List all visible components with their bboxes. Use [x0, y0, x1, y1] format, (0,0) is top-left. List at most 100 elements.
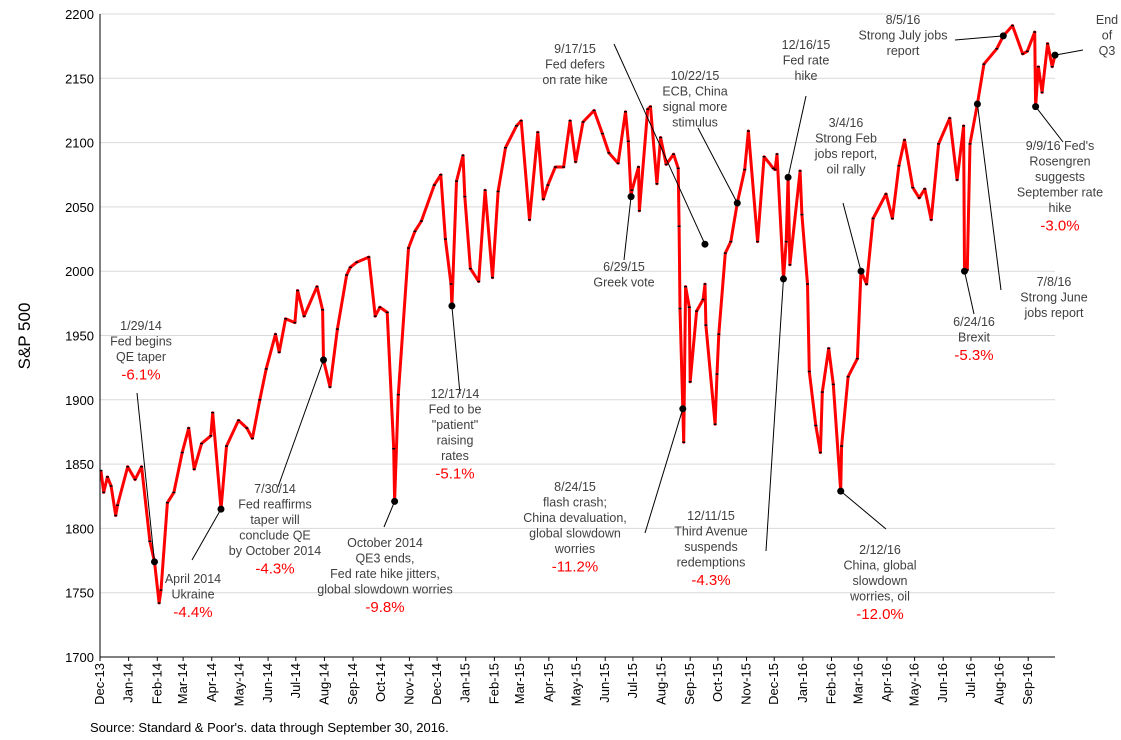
x-tick-label: Oct-15 — [710, 663, 725, 702]
annotation-text: 8/24/15 — [554, 480, 596, 494]
annotation-pct: -4.4% — [173, 604, 212, 621]
annotation-text: slowdown — [853, 574, 908, 588]
annotation-marker — [784, 173, 792, 181]
annotation: 8/24/15 flash crash;China devaluation, glo… — [523, 480, 627, 576]
annotation-text: global slowdown — [529, 527, 621, 541]
x-tick-label: Dec-13 — [92, 663, 107, 705]
x-tick-label: Feb-16 — [823, 663, 838, 704]
x-tick-label: Mar-14 — [175, 663, 190, 704]
annotation-text: 12/16/15 — [782, 38, 831, 52]
annotation-leader — [1035, 106, 1064, 143]
annotation-pct: -4.3% — [691, 572, 730, 589]
annotation-text: raising — [437, 434, 474, 448]
annotation-marker — [960, 267, 968, 275]
annotation-text: oil rally — [827, 163, 867, 177]
annotation-pct: -12.0% — [856, 606, 904, 623]
annotation-text: 9/17/15 — [554, 42, 596, 56]
x-tick-label: Dec-15 — [766, 663, 781, 705]
annotation-text: April 2014 — [165, 572, 221, 586]
annotation-text: Ukraine — [171, 588, 214, 602]
annotation-marker — [150, 558, 158, 566]
annotation-leader — [697, 127, 738, 204]
annotation-leader — [136, 392, 155, 562]
y-tick-label: 1900 — [65, 393, 94, 408]
x-tick-label: Jul-15 — [625, 663, 640, 698]
annotation: October 2014 QE3 ends,Fed rate hike jitte… — [317, 536, 452, 616]
annotation-leader — [976, 103, 1002, 291]
x-tick-label: Jun-16 — [935, 663, 950, 703]
annotation-marker — [320, 356, 328, 364]
x-tick-label: Apr-14 — [204, 663, 219, 702]
annotation-pct: -3.0% — [1040, 218, 1079, 235]
x-tick-label: Sep-16 — [1020, 663, 1035, 705]
x-tick-label: Apr-16 — [879, 663, 894, 702]
annotation-pct: -9.8% — [365, 599, 404, 616]
annotation-text: of — [1102, 29, 1113, 43]
annotation-text: Fed rate hike jitters, — [330, 567, 440, 581]
annotation-marker — [391, 497, 399, 505]
x-tick-label: Oct-14 — [373, 663, 388, 702]
annotation-text: Rosengren — [1029, 155, 1090, 169]
x-tick-label: Dec-14 — [429, 663, 444, 705]
annotation-marker — [217, 505, 225, 513]
y-tick-label: 2150 — [65, 71, 94, 86]
annotation-text: flash crash; — [543, 496, 607, 510]
y-tick-label: 1850 — [65, 457, 94, 472]
x-tick-label: Sep-14 — [345, 663, 360, 705]
annotation-leader — [787, 95, 807, 178]
x-tick-label: Aug-15 — [654, 663, 669, 705]
x-tick-label: May-15 — [569, 663, 584, 706]
annotation-text: 3/4/16 — [829, 116, 864, 130]
annotation-leader — [765, 278, 784, 552]
y-tick-label: 1750 — [65, 586, 94, 601]
annotation-marker — [448, 302, 456, 310]
x-tick-label: Aug-16 — [992, 663, 1007, 705]
y-tick-labels: 1700 1750 1800 1850 1900 1950 2000 2050 2100 2150… — [65, 7, 94, 665]
source-note: Source: Standard & Poor's. data through … — [90, 720, 449, 735]
annotation: April 2014 Ukraine -4.4% — [165, 572, 221, 621]
annotation-text: ECB, China — [662, 85, 727, 99]
x-tick-label: May-14 — [231, 663, 246, 706]
x-tick-label: Apr-15 — [541, 663, 556, 702]
annotation-text: Greek vote — [593, 276, 654, 290]
annotation-pct: -4.3% — [255, 561, 294, 578]
annotation: 6/29/15 Greek vote — [593, 260, 654, 290]
annotation-text: Fed defers — [545, 58, 605, 72]
annotation-leader — [840, 490, 887, 530]
annotation-marker — [999, 32, 1007, 40]
annotation-leader — [383, 501, 396, 528]
y-tick-label: 2050 — [65, 200, 94, 215]
annotation: 6/24/16 Brexit -5.3% — [953, 315, 995, 364]
annotation-text: Strong Feb — [815, 132, 877, 146]
annotation-marker — [733, 199, 741, 207]
annotation-marker — [627, 193, 635, 201]
annotation-marker — [701, 240, 709, 248]
y-tick-label: 2100 — [65, 136, 94, 151]
annotation-text: Strong June — [1020, 291, 1087, 305]
annotation-text: 12/17/14 — [431, 387, 480, 401]
annotation-leader — [623, 196, 632, 261]
annotation-text: jobs report — [1023, 306, 1084, 320]
y-tick-label: 1800 — [65, 521, 94, 536]
annotation-text: on rate hike — [542, 73, 607, 87]
annotation-leader — [277, 359, 324, 488]
annotation-text: jobs report, — [814, 147, 878, 161]
annotation-pct: -5.1% — [435, 466, 474, 483]
x-tick-label: Jul-14 — [288, 663, 303, 698]
x-tick-label: Jun-15 — [597, 663, 612, 703]
y-axis-label: S&P 500 — [15, 303, 34, 370]
annotation-text: Brexit — [958, 331, 990, 345]
y-tick-label: 2000 — [65, 264, 94, 279]
